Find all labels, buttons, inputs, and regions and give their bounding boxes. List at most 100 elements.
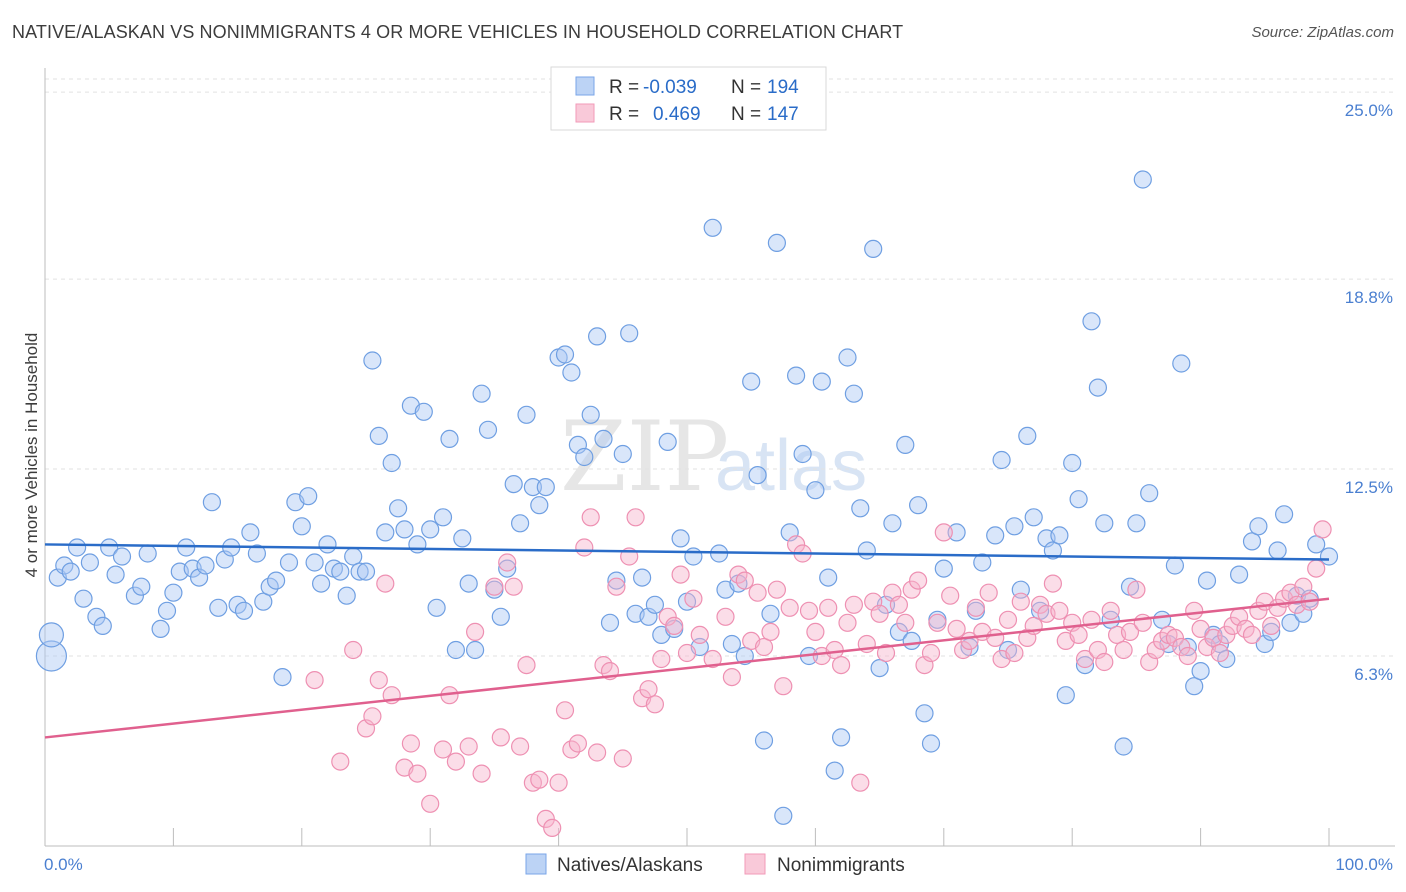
point-natives-alaskans	[472, 384, 491, 403]
point-nonimmigrants	[902, 580, 921, 599]
legend-swatch-natives	[525, 853, 547, 875]
point-natives-alaskans	[587, 327, 607, 346]
point-natives-alaskans	[1127, 514, 1146, 533]
point-natives-alaskans	[831, 728, 851, 747]
point-natives-alaskans	[754, 731, 774, 750]
point-natives-alaskans	[620, 324, 639, 343]
point-nonimmigrants	[1101, 601, 1120, 620]
point-nonimmigrants	[344, 640, 363, 660]
point-natives-alaskans	[267, 571, 286, 590]
point-natives-alaskans	[742, 372, 761, 391]
y-tick-label: 6.3%	[1354, 665, 1393, 684]
point-natives-alaskans	[767, 233, 787, 252]
point-nonimmigrants	[1050, 601, 1069, 620]
point-nonimmigrants	[1127, 580, 1146, 599]
x-tick-labels: 0.0% 100.0%	[44, 855, 1393, 874]
point-natives-alaskans	[1140, 484, 1159, 503]
point-natives-alaskans	[536, 478, 555, 497]
point-nonimmigrants	[645, 695, 665, 714]
point-natives-alaskans	[459, 574, 478, 593]
point-nonimmigrants	[613, 749, 632, 768]
point-nonimmigrants	[459, 737, 478, 756]
stats-r-value-pink: 0.469	[653, 104, 701, 125]
point-natives-alaskans	[125, 586, 144, 605]
point-nonimmigrants	[806, 622, 825, 642]
point-nonimmigrants	[838, 613, 857, 632]
stats-legend-frame	[550, 66, 827, 131]
point-nonimmigrants	[549, 773, 568, 792]
point-nonimmigrants	[530, 770, 549, 789]
point-natives-alaskans	[177, 538, 196, 557]
point-natives-alaskans	[1056, 686, 1075, 705]
point-nonimmigrants	[568, 734, 588, 753]
point-nonimmigrants	[1178, 646, 1197, 666]
point-nonimmigrants	[780, 598, 799, 617]
point-nonimmigrants	[761, 622, 780, 642]
point-natives-alaskans	[87, 607, 106, 626]
chart-title: NATIVE/ALASKAN VS NONIMMIGRANTS 4 OR MOR…	[12, 22, 904, 42]
point-nonimmigrants	[908, 571, 928, 590]
point-natives-alaskans	[684, 547, 703, 566]
stats-n-value-blue: 194	[767, 77, 799, 98]
point-natives-alaskans	[575, 447, 594, 467]
point-natives-alaskans	[1088, 378, 1108, 397]
point-nonimmigrants	[331, 752, 350, 771]
watermark-atlas: atlas	[715, 426, 867, 506]
point-natives-alaskans	[234, 601, 254, 620]
series-nonimmigrants	[305, 508, 1332, 838]
y-tick-label: 12.5%	[1345, 478, 1393, 497]
point-natives-alaskans	[632, 568, 652, 587]
point-natives-alaskans	[1281, 613, 1300, 632]
point-natives-alaskans	[1095, 514, 1114, 533]
point-natives-alaskans	[196, 556, 215, 575]
point-natives-alaskans	[395, 520, 414, 539]
point-natives-alaskans	[844, 384, 864, 403]
point-nonimmigrants	[1030, 595, 1050, 614]
point-nonimmigrants	[491, 728, 510, 747]
point-natives-alaskans	[318, 535, 337, 554]
point-natives-alaskans	[292, 517, 311, 536]
point-natives-alaskans	[376, 523, 395, 542]
grid-lines	[45, 78, 1395, 657]
point-nonimmigrants	[1095, 652, 1114, 672]
point-natives-alaskans	[305, 553, 324, 572]
point-nonimmigrants	[876, 643, 896, 663]
y-tick-label: 25.0%	[1345, 101, 1393, 120]
legend-label-nonimmigrants: Nonimmigrants	[777, 855, 905, 876]
point-natives-alaskans	[671, 529, 690, 548]
point-nonimmigrants	[986, 628, 1005, 648]
point-natives-alaskans	[857, 541, 876, 560]
point-natives-alaskans	[1018, 426, 1037, 445]
point-nonimmigrants	[921, 643, 941, 663]
point-nonimmigrants	[665, 616, 684, 636]
point-natives-alaskans	[1133, 170, 1152, 189]
point-natives-alaskans	[510, 514, 530, 533]
point-natives-alaskans	[774, 806, 793, 825]
point-nonimmigrants	[1294, 577, 1313, 596]
point-natives-alaskans	[1172, 354, 1191, 373]
point-nonimmigrants	[767, 580, 787, 599]
point-natives-alaskans	[299, 487, 318, 506]
stats-r-value-blue: -0.039	[643, 77, 697, 98]
point-natives-alaskans	[793, 444, 812, 464]
point-natives-alaskans	[1242, 532, 1262, 551]
point-natives-alaskans	[889, 622, 909, 642]
point-natives-alaskans	[902, 631, 921, 651]
point-nonimmigrants	[1069, 625, 1088, 645]
point-natives-alaskans	[1043, 541, 1063, 560]
point-nonimmigrants	[472, 764, 491, 783]
point-natives-alaskans	[973, 553, 992, 572]
point-nonimmigrants	[1043, 574, 1063, 593]
point-natives-alaskans	[1191, 661, 1210, 681]
point-natives-alaskans	[202, 493, 221, 512]
point-natives-alaskans	[883, 514, 902, 533]
point-nonimmigrants	[498, 553, 517, 572]
point-nonimmigrants	[510, 737, 530, 756]
point-natives-alaskans	[992, 450, 1011, 470]
point-nonimmigrants	[652, 649, 671, 669]
point-natives-alaskans	[1114, 737, 1133, 756]
point-natives-alaskans	[562, 363, 581, 382]
point-natives-alaskans	[1165, 556, 1185, 575]
point-natives-alaskans	[1249, 517, 1268, 536]
point-natives-alaskans	[247, 544, 266, 563]
